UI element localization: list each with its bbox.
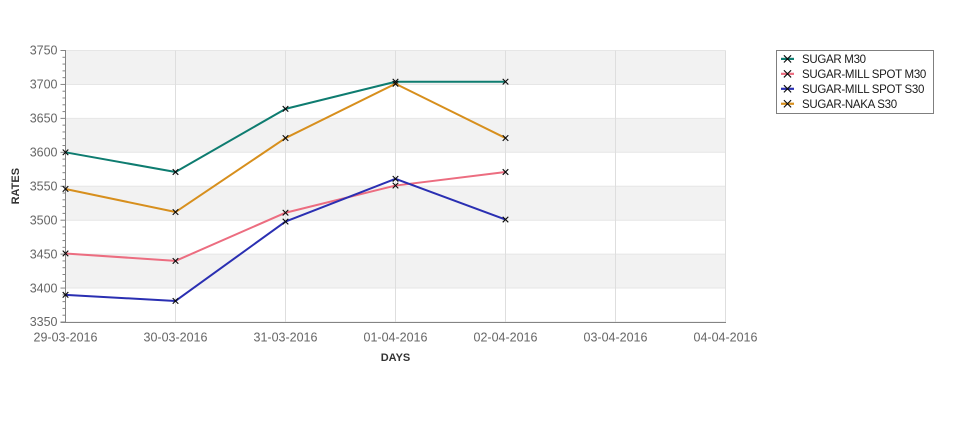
svg-text:3700: 3700 [30,78,58,92]
svg-text:31-03-2016: 31-03-2016 [254,331,318,345]
svg-text:3550: 3550 [30,179,58,193]
svg-text:SUGAR-MILL SPOT S30: SUGAR-MILL SPOT S30 [802,84,924,96]
svg-text:SUGAR M30: SUGAR M30 [802,54,866,66]
svg-text:SUGAR-MILL SPOT M30: SUGAR-MILL SPOT M30 [802,69,926,81]
svg-text:3350: 3350 [30,315,58,329]
svg-text:3600: 3600 [30,146,58,160]
svg-text:3400: 3400 [30,281,58,295]
svg-text:04-04-2016: 04-04-2016 [694,331,758,345]
svg-text:DAYS: DAYS [381,352,411,364]
svg-text:01-04-2016: 01-04-2016 [364,331,428,345]
svg-text:3750: 3750 [30,44,58,58]
svg-text:3650: 3650 [30,112,58,126]
svg-text:03-04-2016: 03-04-2016 [584,331,648,345]
svg-text:30-03-2016: 30-03-2016 [144,331,208,345]
svg-text:3500: 3500 [30,213,58,227]
svg-text:02-04-2016: 02-04-2016 [474,331,538,345]
svg-text:3450: 3450 [30,247,58,261]
svg-text:RATES: RATES [10,168,22,204]
svg-text:SUGAR-NAKA S30: SUGAR-NAKA S30 [802,99,897,111]
svg-text:29-03-2016: 29-03-2016 [34,331,98,345]
